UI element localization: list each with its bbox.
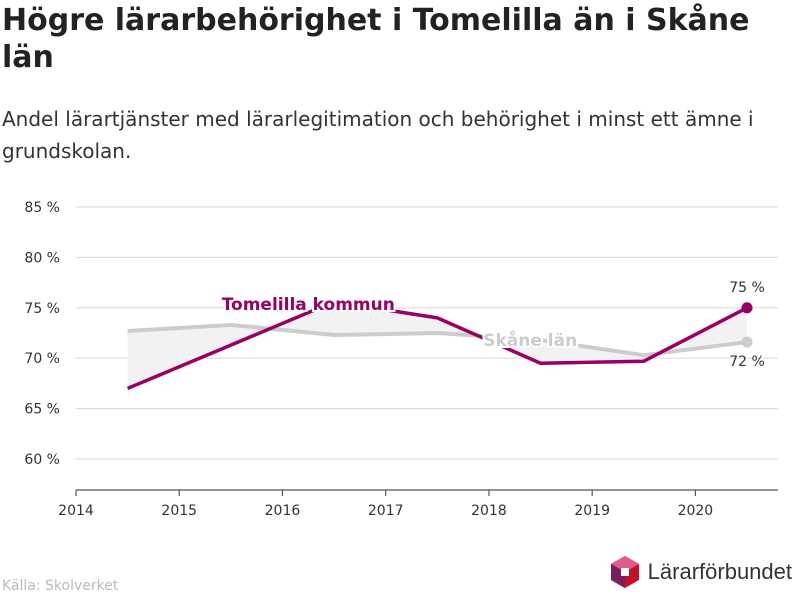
x-axis: 2014 2015 2016 2017 2018 2019 2020 [58,489,778,519]
x-tick-label: 2014 [58,503,94,519]
difference-band-area [127,301,748,389]
logo-text: Lärarförbundet [647,559,792,584]
x-tick-label: 2018 [471,503,507,519]
line-chart: 60 %65 %70 %75 %80 %85 % 2014 2015 2016 201… [24,200,778,519]
tomelilla-series-line-point [741,302,753,314]
y-tick-label: 60 % [24,452,60,468]
skane-series-label: Skåne län [483,329,577,351]
y-tick-label: 70 % [24,351,60,367]
tomelilla-series-line [126,300,748,391]
x-tick-label: 2019 [574,503,610,519]
tomelilla-series-label: Tomelilla kommun [222,295,395,315]
x-tick-label: 2020 [678,503,714,519]
y-tick-label: 75 % [24,301,60,317]
series-lines [126,300,753,391]
source-note: Källa: Skolverket [2,578,119,594]
y-tick-label: 65 % [24,402,60,418]
chart-labels: Tomelilla kommun Skåne län 75 % 72 % [220,280,765,370]
x-tick-label: 2016 [265,503,301,519]
chart-title: Högre lärarbehörighet i Tomelilla än i S… [2,3,750,75]
lararforbundet-logo: Lärarförbundet [608,555,792,589]
skane-end-label: 72 % [729,354,765,370]
chart-subtitle: Andel lärartjänster med lärarlegitimatio… [2,107,754,163]
difference-band [127,301,748,389]
tomelilla-end-label: 75 % [729,280,765,296]
y-tick-label: 85 % [24,200,60,216]
x-tick-label: 2017 [368,503,404,519]
skane-series-line [127,322,748,358]
x-tick-label: 2015 [161,503,197,519]
y-tick-label: 80 % [24,250,60,266]
lararforbundet-logo-icon [610,556,639,588]
skane-series-line-point [741,336,753,348]
